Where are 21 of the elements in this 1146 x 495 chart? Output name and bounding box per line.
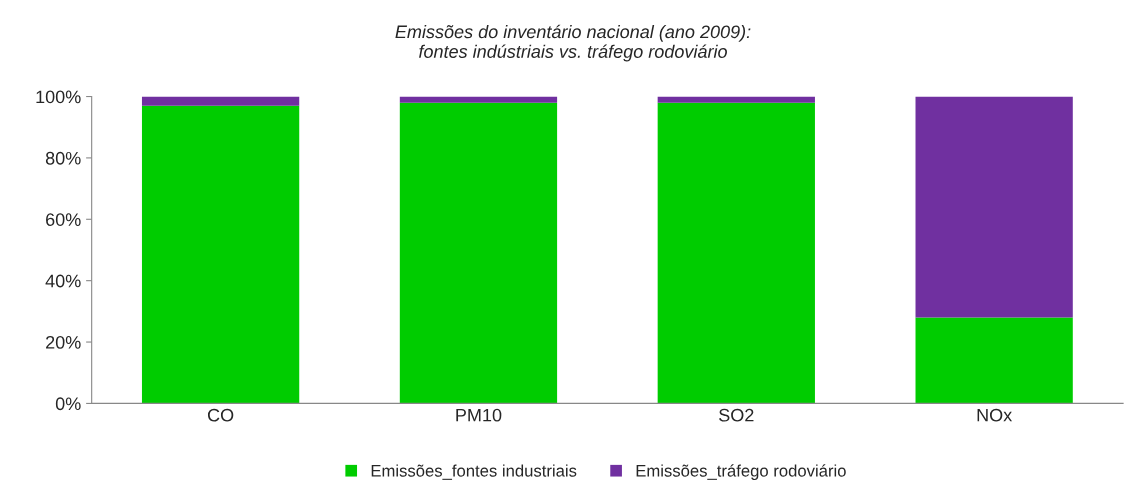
y-tick-label: 20% (46, 335, 81, 349)
bar (141, 105, 300, 404)
legend-label: Emissões_fontes industriais (371, 464, 577, 480)
y-tick-label: 40% (45, 274, 81, 288)
chart-title: Emissões do inventário nacional (ano 2009): fontes indústriais vs. tráfego rodoviário (395, 24, 751, 62)
bar (399, 96, 558, 103)
bar (915, 317, 1073, 404)
bar (141, 96, 300, 106)
x-tick-label: CO (207, 408, 234, 422)
legend-label: Emissões_tráfego rodoviário (636, 464, 846, 480)
y-tick-label: 0% (55, 397, 81, 411)
x-tick-label: NOx (977, 408, 1013, 422)
y-tick-label: 60% (46, 213, 81, 227)
y-tick-label: 80% (45, 151, 81, 165)
bar (657, 102, 815, 404)
x-tick-label: PM10 (456, 408, 502, 422)
bar (657, 96, 815, 103)
y-tick-label: 100% (36, 90, 81, 104)
x-tick-label: SO2 (719, 408, 754, 422)
bar (915, 96, 1073, 318)
bar (399, 102, 558, 404)
